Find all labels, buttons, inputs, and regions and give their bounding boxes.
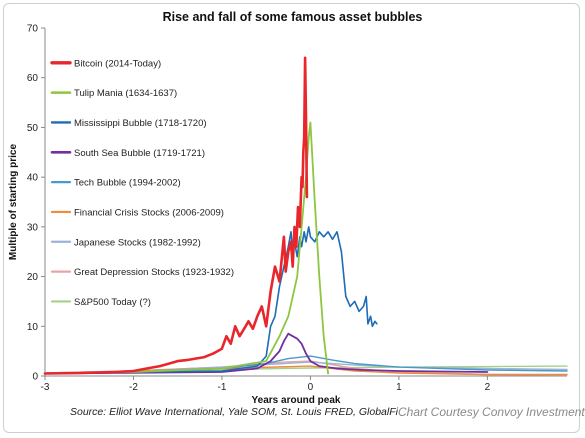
legend-label: S&P500 Today (?): [74, 297, 151, 308]
legend-label: South Sea Bubble (1719-1721): [74, 148, 205, 159]
legend-label: Tulip Mania (1634-1637): [74, 88, 177, 99]
legend-label: Bitcoin (2014-Today): [74, 58, 161, 69]
y-tick-label: 0: [32, 372, 38, 383]
x-axis-label: Years around peak: [252, 395, 341, 406]
series-line: [44, 332, 489, 375]
x-tick-label: 1: [396, 382, 402, 393]
legend-label: Japanese Stocks (1982-1992): [74, 237, 201, 248]
x-tick-label: 0: [308, 382, 314, 393]
series-line: [44, 226, 378, 375]
legend-label: Financial Crisis Stocks (2006-2009): [74, 207, 224, 218]
x-tick-label: -3: [41, 382, 50, 393]
x-tick-label: -1: [217, 382, 226, 393]
series-lines: [43, 56, 568, 376]
axes: 0 10 20 30 40 50 60 70 -3 -2 -1 0 1 2: [27, 24, 567, 393]
y-tick-label: 10: [27, 322, 39, 333]
series-line: [44, 121, 330, 375]
legend: Bitcoin (2014-Today) Tulip Mania (1634-16…: [50, 58, 234, 308]
x-tick-label: 2: [485, 382, 491, 393]
y-axis-label: Multiple of starting price: [8, 144, 19, 261]
source-note: Source: Elliot Wave International, Yale …: [70, 406, 398, 418]
y-tick-label: 20: [27, 272, 39, 283]
series-line: [43, 56, 309, 375]
legend-label: Tech Bubble (1994-2002): [74, 178, 181, 189]
y-tick-label: 30: [27, 222, 39, 233]
y-tick-label: 50: [27, 123, 39, 134]
legend-label: Great Depression Stocks (1923-1932): [74, 267, 234, 278]
legend-label: Mississippi Bubble (1718-1720): [74, 118, 207, 129]
y-tick-label: 40: [27, 173, 39, 184]
y-tick-label: 70: [27, 24, 39, 35]
y-tick-label: 60: [27, 73, 39, 84]
chart-title: Rise and fall of some famous asset bubbl…: [162, 10, 423, 24]
x-tick-label: -2: [129, 382, 138, 393]
chart-credit: Chart Courtesy Convoy Investments: [398, 405, 585, 419]
